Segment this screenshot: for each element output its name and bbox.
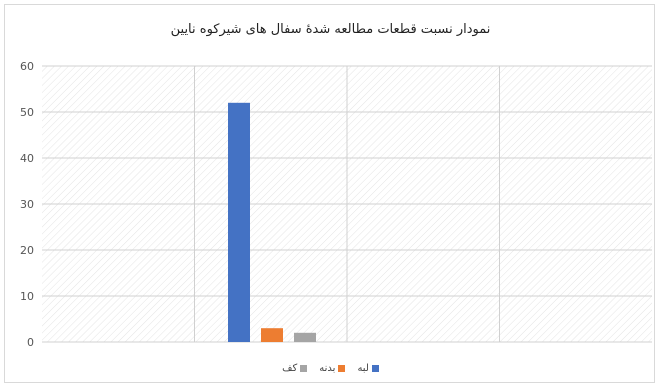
legend: لبه بدنه کف [0, 363, 661, 374]
y-tick-label: 30 [20, 198, 34, 211]
y-tick-label: 60 [20, 60, 34, 73]
legend-item-lip: لبه [357, 363, 379, 374]
y-tick-label: 20 [20, 244, 34, 257]
legend-label-body: بدنه [319, 363, 336, 374]
legend-label-lip: لبه [357, 363, 369, 374]
y-tick-label: 50 [20, 106, 34, 119]
legend-swatch-body [338, 365, 346, 372]
bar-lip [228, 102, 250, 342]
bar-body [261, 328, 283, 342]
legend-swatch-lip [371, 365, 379, 372]
legend-item-body: بدنه [319, 363, 346, 374]
y-tick-label: 10 [20, 290, 34, 303]
y-tick-label: 0 [27, 336, 34, 349]
legend-item-base: کف [282, 363, 308, 374]
chart-title: نمودار نسبت قطعات مطالعه شدهٔ سفال های ش… [170, 22, 491, 37]
y-tick-label: 40 [20, 152, 34, 165]
bar-base [294, 332, 316, 342]
legend-label-base: کف [282, 363, 298, 374]
legend-swatch-base [300, 365, 308, 372]
